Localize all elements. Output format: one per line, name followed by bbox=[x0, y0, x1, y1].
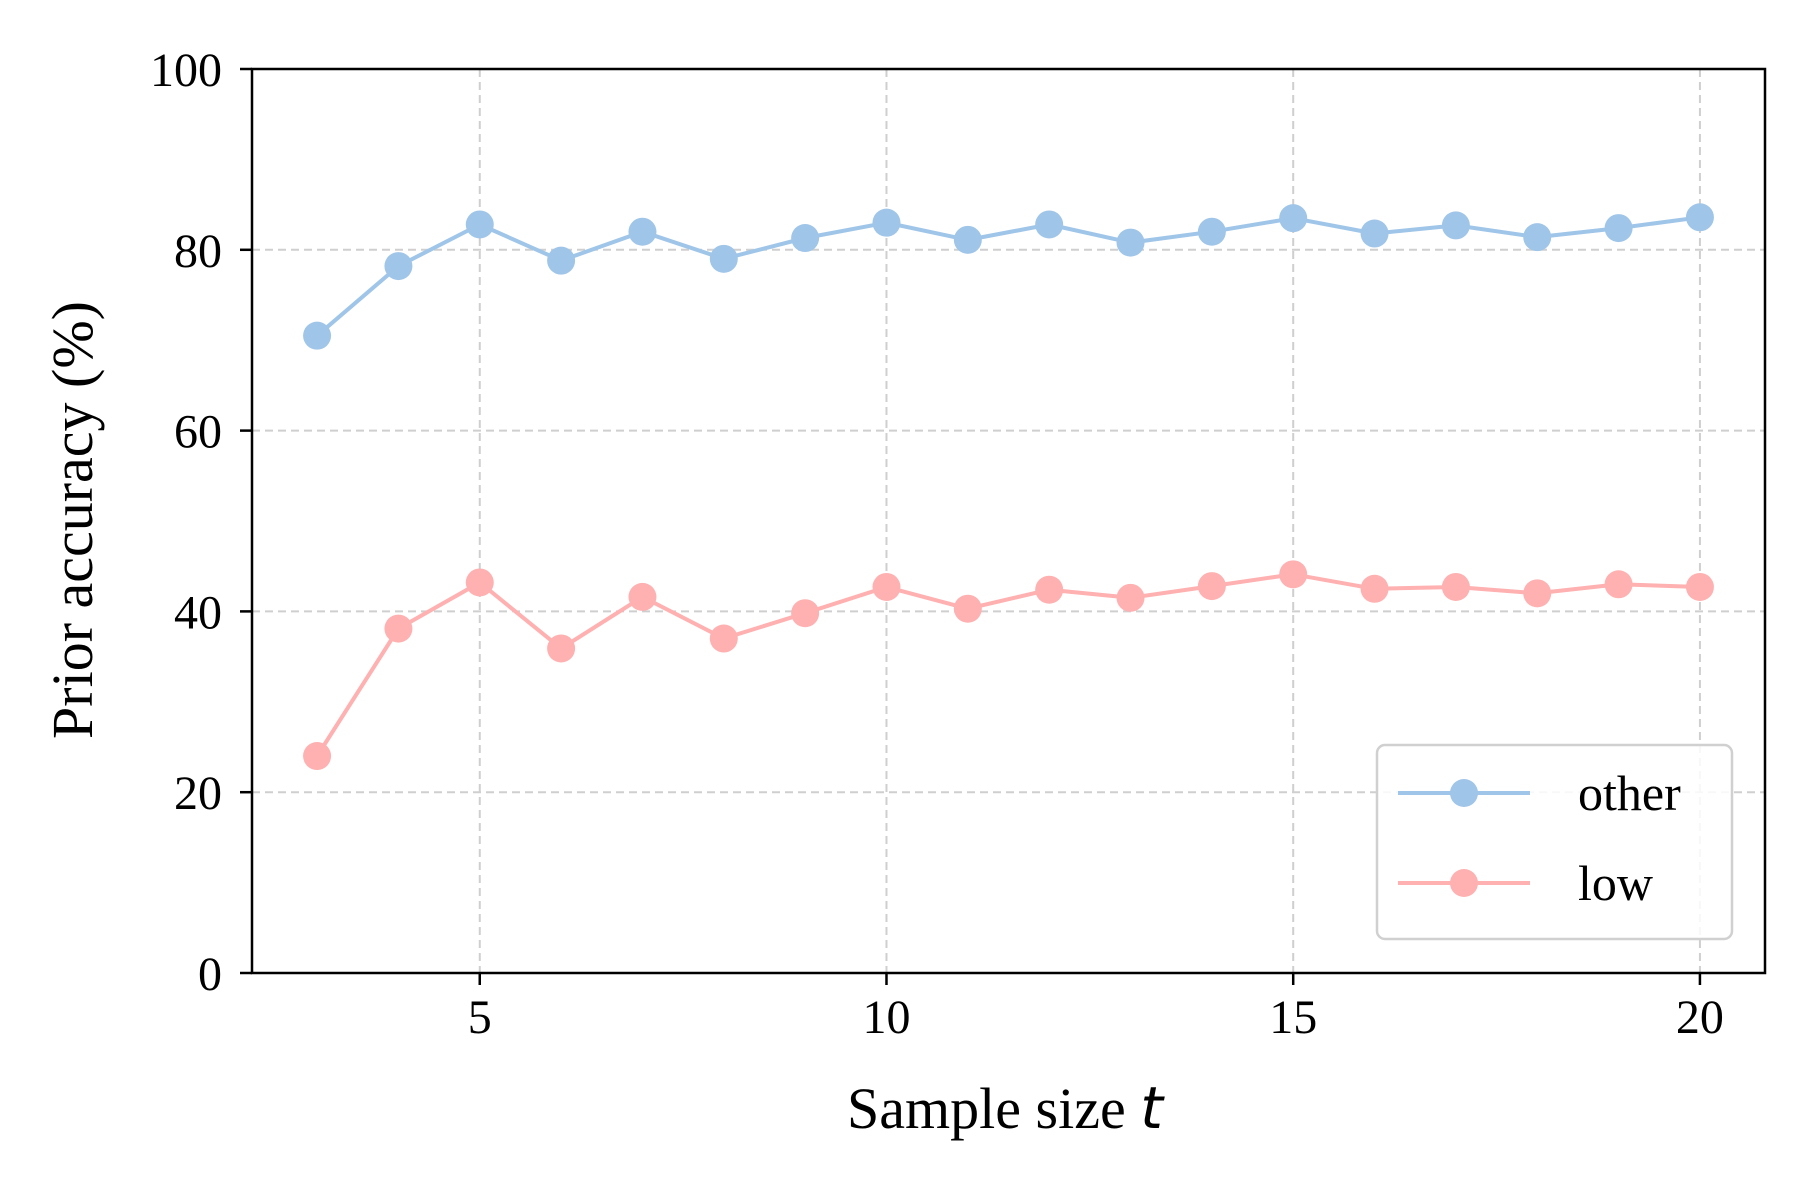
data-point-low bbox=[628, 582, 657, 611]
x-tick-label: 20 bbox=[1676, 991, 1724, 1044]
x-axis-variable: t bbox=[1140, 1074, 1165, 1142]
data-point-low bbox=[384, 614, 413, 643]
data-point-other bbox=[1523, 223, 1552, 252]
data-point-low bbox=[953, 594, 982, 623]
data-point-other bbox=[1604, 214, 1633, 243]
data-point-other bbox=[465, 210, 494, 239]
data-point-low bbox=[303, 742, 332, 771]
legend-label-other: other bbox=[1578, 765, 1681, 821]
data-point-low bbox=[1279, 560, 1308, 589]
x-tick-label: 15 bbox=[1269, 991, 1317, 1044]
data-point-other bbox=[709, 244, 738, 273]
series-layer bbox=[303, 203, 1714, 771]
y-tick-label: 80 bbox=[174, 225, 222, 278]
data-point-low bbox=[547, 634, 576, 663]
data-point-other bbox=[1116, 228, 1145, 257]
series-line-other bbox=[315, 215, 1701, 338]
x-axis-label: Sample size t bbox=[847, 1074, 1165, 1142]
data-point-low bbox=[1685, 572, 1714, 601]
data-point-low bbox=[1360, 574, 1389, 603]
data-point-other bbox=[628, 217, 657, 246]
legend-marker-other bbox=[1450, 779, 1478, 807]
y-tick-label: 60 bbox=[174, 406, 222, 459]
data-point-other bbox=[953, 225, 982, 254]
x-tick-label: 5 bbox=[468, 991, 492, 1044]
series-line-low bbox=[315, 572, 1700, 758]
data-point-other bbox=[1279, 204, 1308, 233]
data-point-other bbox=[1441, 211, 1470, 240]
axis-ticks: 5 10 15 20 0 20 40 60 80 100 bbox=[150, 44, 1724, 1044]
plot-frame bbox=[250, 67, 1767, 975]
data-point-other bbox=[1197, 217, 1226, 246]
y-tick-label: 100 bbox=[150, 44, 222, 97]
legend: other low bbox=[1375, 743, 1734, 941]
data-point-low bbox=[872, 572, 901, 601]
data-point-low bbox=[465, 568, 494, 597]
data-point-other bbox=[872, 208, 901, 237]
data-point-other bbox=[303, 321, 332, 350]
y-tick-label: 0 bbox=[198, 948, 222, 1001]
y-axis-label: Prior accuracy (%) bbox=[40, 301, 105, 739]
data-point-other bbox=[1685, 203, 1714, 232]
data-point-other bbox=[384, 252, 413, 281]
data-point-other bbox=[791, 224, 820, 253]
data-point-low bbox=[1116, 583, 1145, 612]
data-point-low bbox=[1604, 570, 1633, 599]
legend-marker-low bbox=[1450, 869, 1478, 897]
data-point-other bbox=[1035, 210, 1064, 239]
data-point-other bbox=[547, 246, 576, 275]
x-tick-label: 10 bbox=[862, 991, 910, 1044]
data-point-low bbox=[709, 624, 738, 653]
legend-label-low: low bbox=[1578, 855, 1653, 911]
data-point-low bbox=[1441, 572, 1470, 601]
data-point-low bbox=[791, 599, 820, 628]
data-point-low bbox=[1197, 572, 1226, 601]
data-point-other bbox=[1360, 219, 1389, 248]
y-tick-label: 20 bbox=[174, 767, 222, 820]
data-point-low bbox=[1523, 579, 1552, 608]
data-point-low bbox=[1035, 575, 1064, 604]
y-tick-label: 40 bbox=[174, 586, 222, 639]
